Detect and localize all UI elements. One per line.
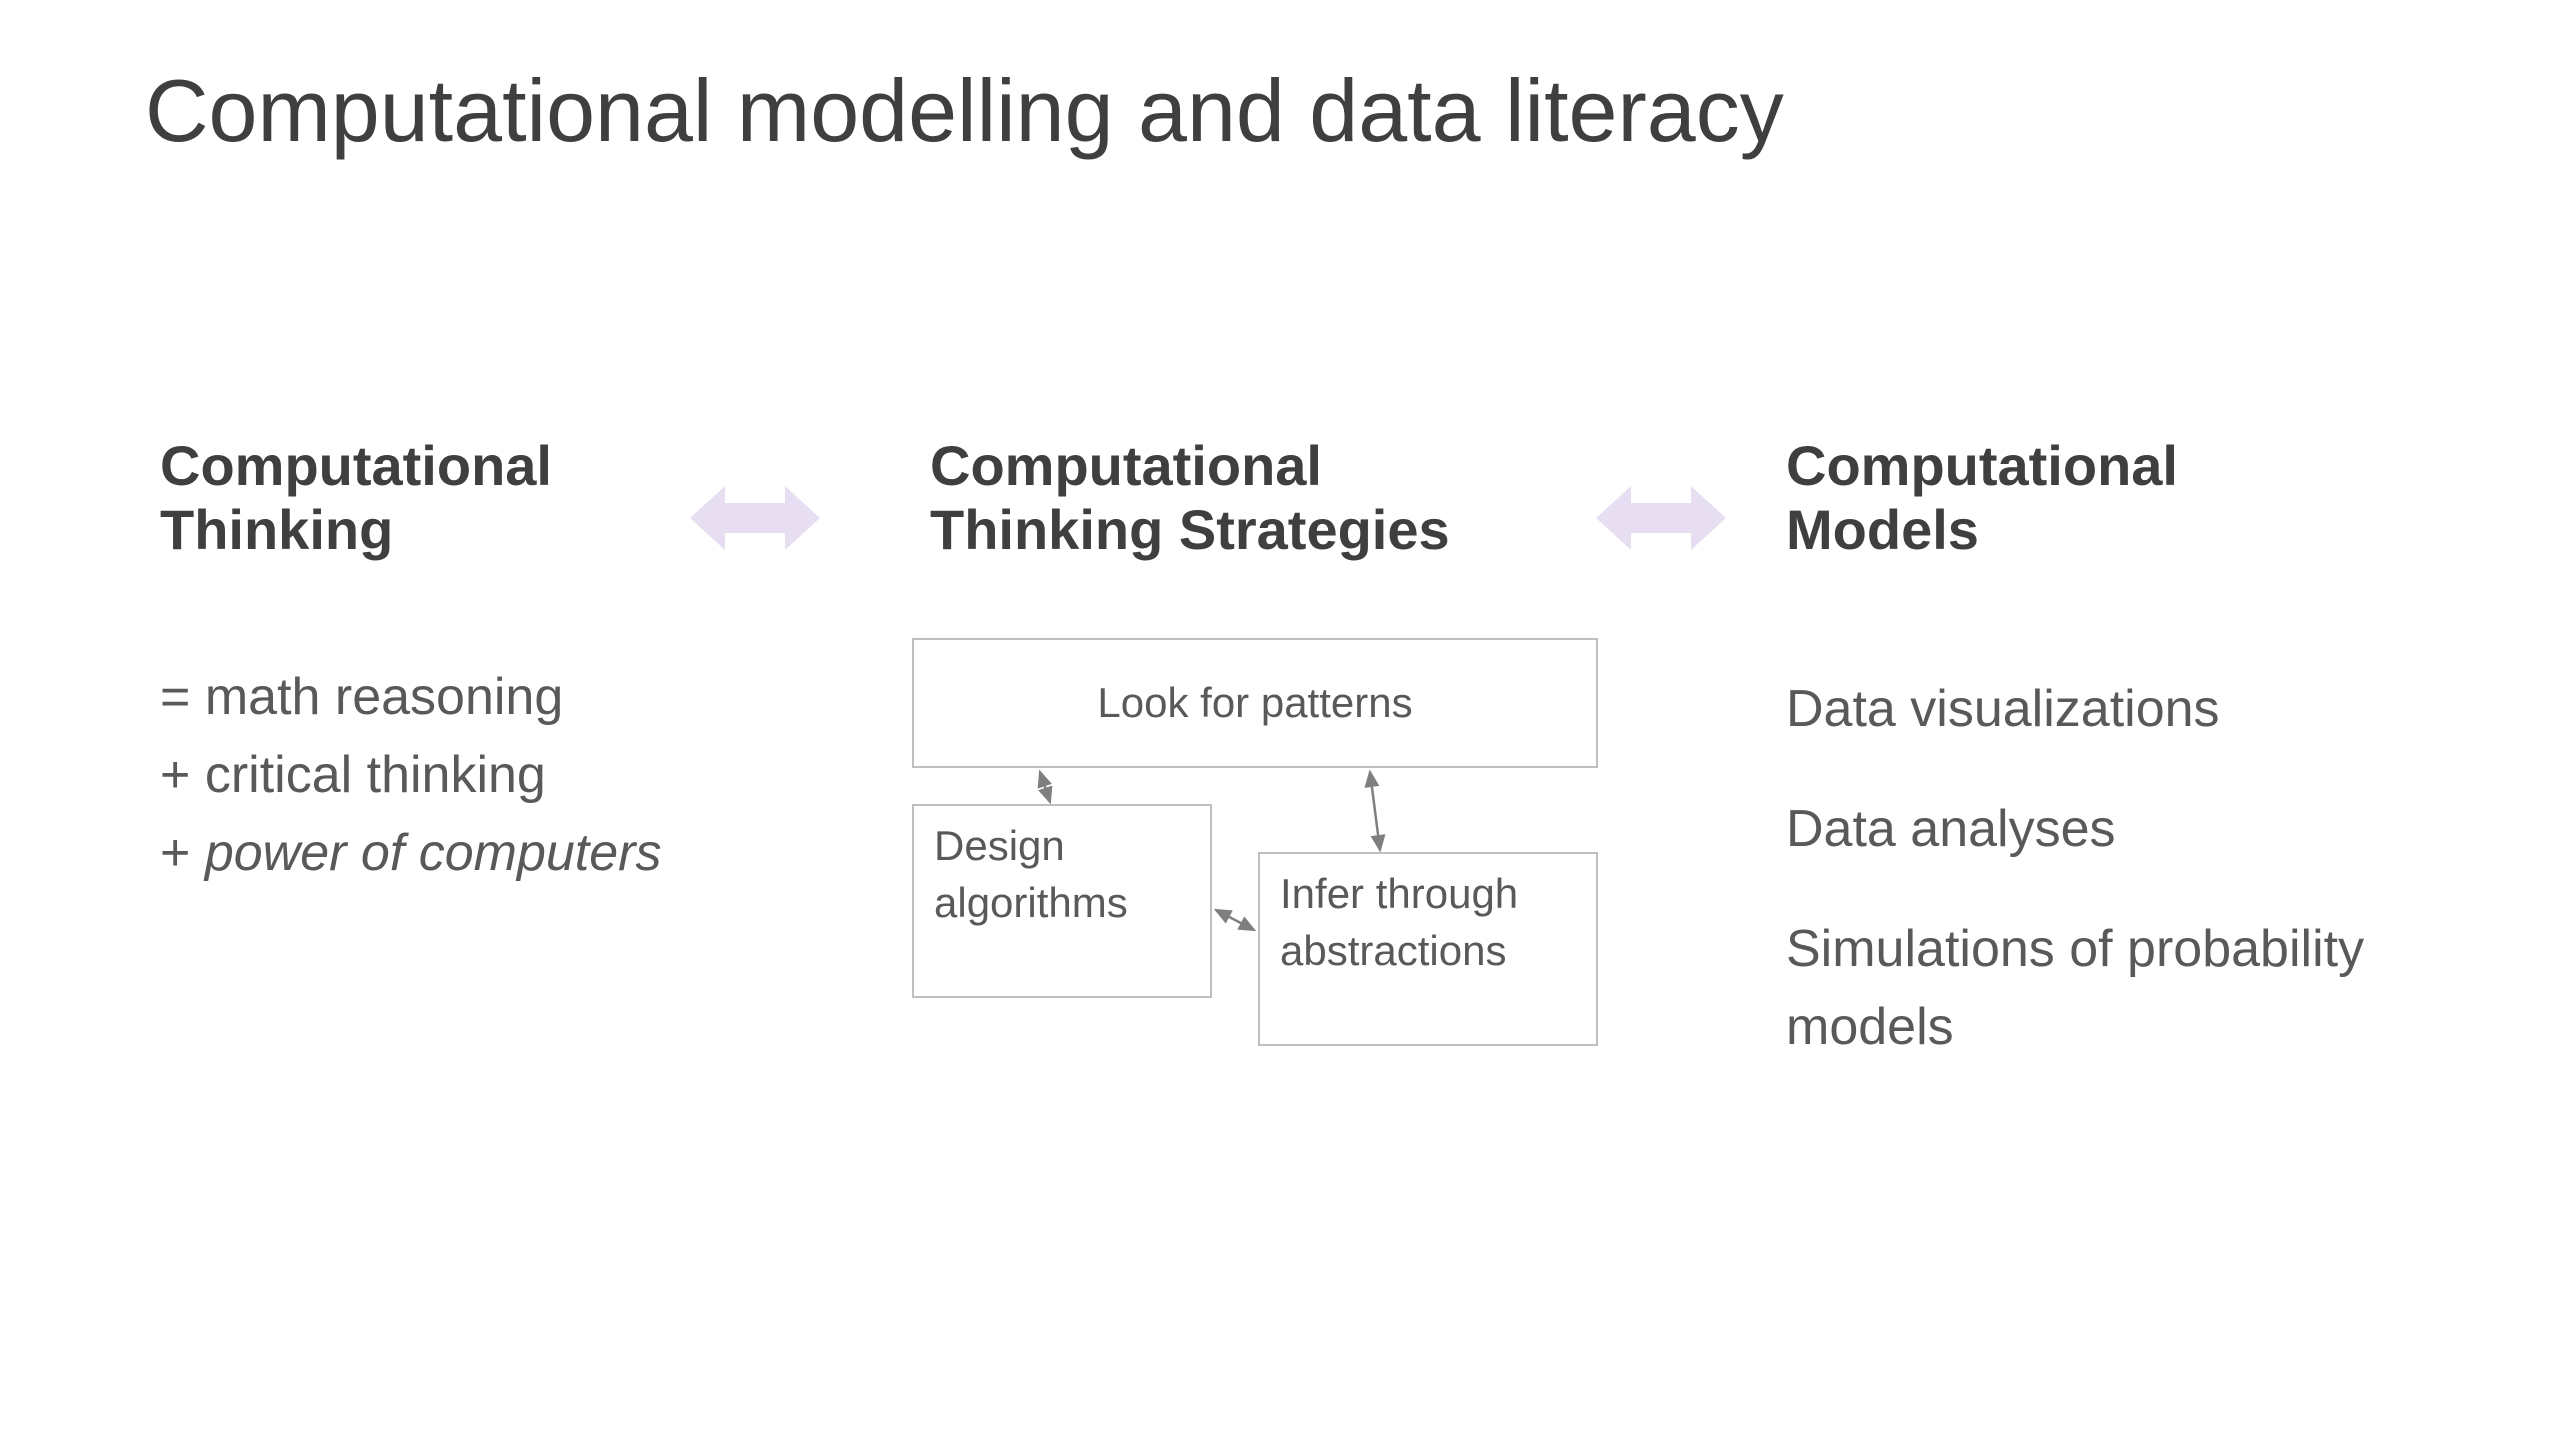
col1-line3: + power of computers [160,814,800,892]
col1-heading: Computational Thinking [160,434,680,563]
box-patterns: Look for patterns [912,638,1598,768]
bidir-arrow-icon [690,478,820,558]
col3-item3: Simulations of probability models [1786,910,2406,1066]
box-abstractions: Infer through abstractions [1258,852,1598,1046]
bidir-arrow-icon [1596,478,1726,558]
box-algorithms: Design algorithms [912,804,1212,998]
col1-body: = math reasoning + critical thinking + p… [160,658,800,892]
col3-item2: Data analyses [1786,790,2406,868]
col1-line2: + critical thinking [160,736,800,814]
col1-line1: = math reasoning [160,658,800,736]
box-abstractions-label: Infer through abstractions [1280,866,1576,979]
box-algorithms-label: Design algorithms [934,818,1190,931]
box-patterns-label: Look for patterns [1097,675,1412,732]
slide: Computational modelling and data literac… [0,0,2560,1440]
col3-heading: Computational Models [1786,434,2306,563]
col2-heading: Computational Thinking Strategies [930,434,1550,563]
col3-item1: Data visualizations [1786,670,2406,748]
col3-body: Data visualizations Data analyses Simula… [1786,670,2406,1066]
page-title: Computational modelling and data literac… [145,60,1784,162]
